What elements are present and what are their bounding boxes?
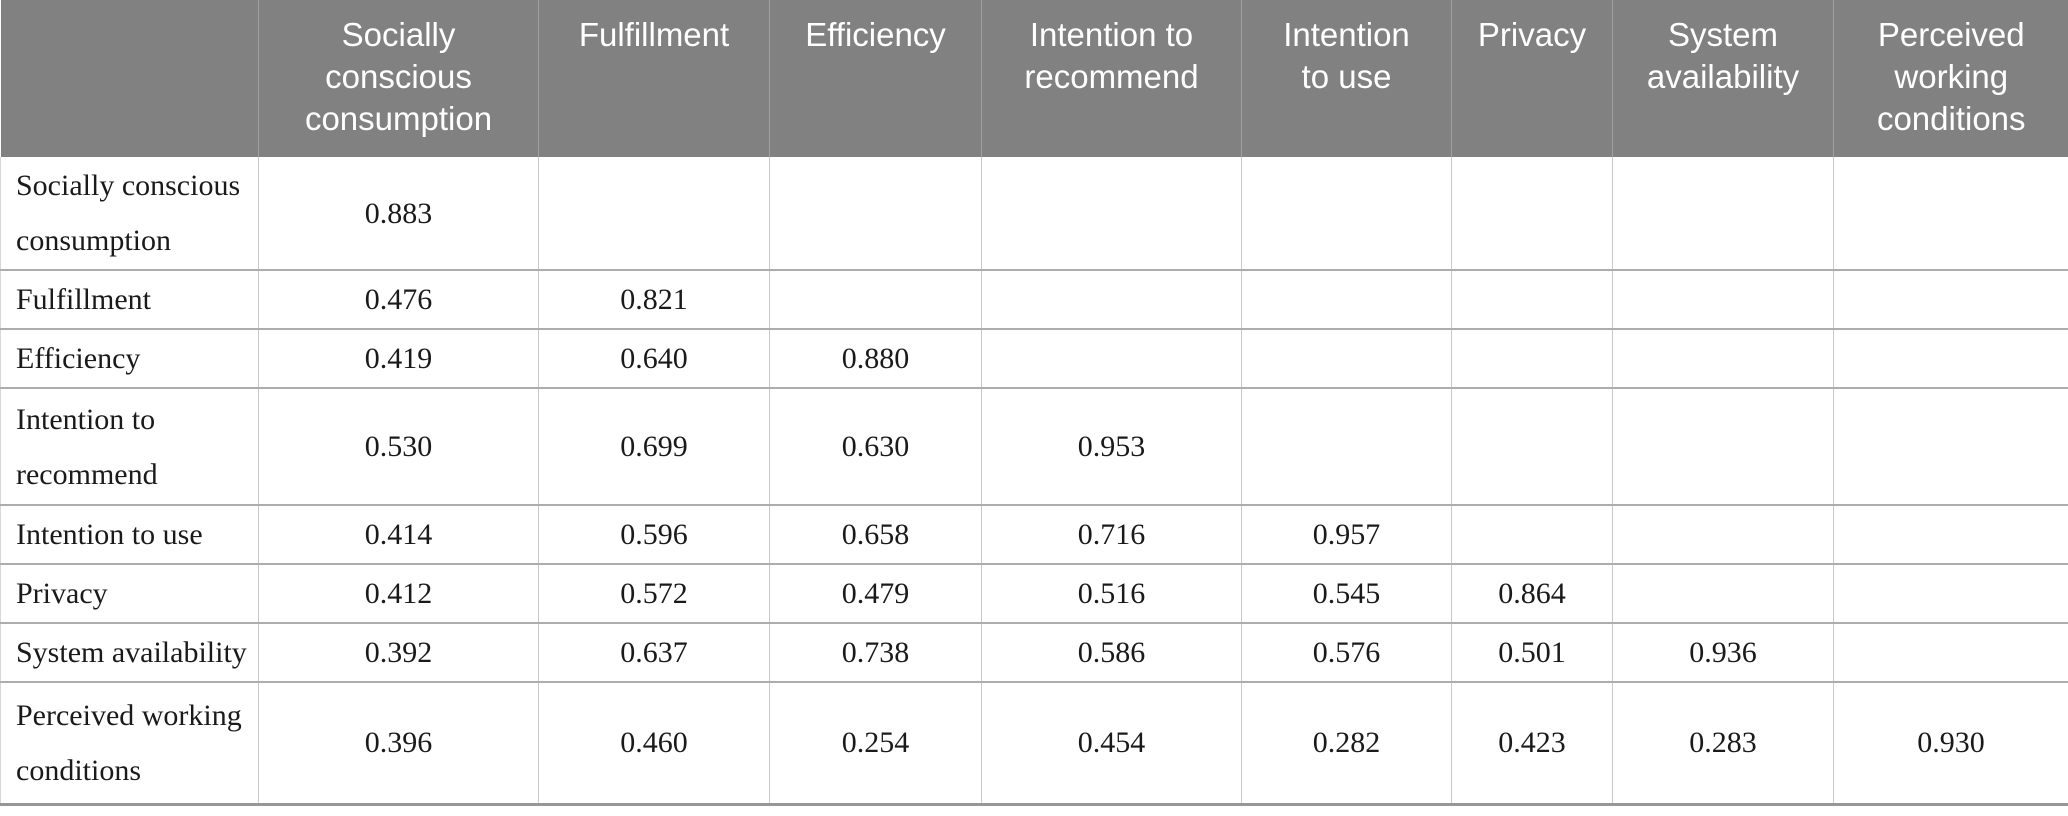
row-label: Efficiency	[0, 328, 259, 388]
row-label: Intention to use	[0, 504, 259, 564]
value-cell: 0.423	[1451, 681, 1613, 806]
row-label: Intention to recommend	[0, 387, 259, 505]
value-cell: 0.479	[769, 563, 982, 623]
value-cell	[1833, 563, 2068, 623]
value-cell	[538, 157, 770, 270]
table-row-privacy: Privacy 0.412 0.572 0.479 0.516 0.545 0.…	[0, 563, 2068, 623]
column-header-fulfillment: Fulfillment	[538, 0, 770, 157]
value-cell	[1451, 504, 1613, 564]
column-header-privacy: Privacy	[1451, 0, 1613, 157]
value-cell: 0.821	[538, 269, 770, 329]
value-cell: 0.254	[769, 681, 982, 806]
column-header-intention-to-recommend: Intention to recommend	[981, 0, 1242, 157]
value-cell: 0.637	[538, 622, 770, 682]
value-cell	[1451, 387, 1613, 505]
value-cell: 0.630	[769, 387, 982, 505]
value-cell	[1241, 157, 1452, 270]
value-cell: 0.396	[258, 681, 539, 806]
value-cell: 0.586	[981, 622, 1242, 682]
value-cell	[1612, 504, 1834, 564]
value-cell	[1451, 157, 1613, 270]
value-cell: 0.596	[538, 504, 770, 564]
value-cell	[769, 269, 982, 329]
value-cell: 0.282	[1241, 681, 1452, 806]
row-label: System availability	[0, 622, 259, 682]
header-row: Socially conscious consumption Fulfillme…	[0, 0, 2068, 157]
column-header-perceived-working-conditions: Perceived working conditions	[1833, 0, 2068, 157]
value-cell: 0.864	[1451, 563, 1613, 623]
table-row-efficiency: Efficiency 0.419 0.640 0.880	[0, 328, 2068, 388]
value-cell: 0.545	[1241, 563, 1452, 623]
value-cell	[981, 269, 1242, 329]
value-cell	[1451, 328, 1613, 388]
table-row-socially-conscious-consumption: Socially conscious consumption 0.883	[0, 157, 2068, 270]
value-cell	[1241, 387, 1452, 505]
column-header-efficiency: Efficiency	[769, 0, 982, 157]
value-cell: 0.392	[258, 622, 539, 682]
value-cell	[1833, 328, 2068, 388]
value-cell	[1612, 328, 1834, 388]
value-cell: 0.572	[538, 563, 770, 623]
table-row-system-availability: System availability 0.392 0.637 0.738 0.…	[0, 622, 2068, 682]
value-cell: 0.419	[258, 328, 539, 388]
value-cell	[1451, 269, 1613, 329]
value-cell	[981, 328, 1242, 388]
value-cell: 0.516	[981, 563, 1242, 623]
value-cell	[1612, 387, 1834, 505]
row-label: Fulfillment	[0, 269, 259, 329]
row-label: Privacy	[0, 563, 259, 623]
value-cell: 0.936	[1612, 622, 1834, 682]
value-cell: 0.658	[769, 504, 982, 564]
value-cell: 0.501	[1451, 622, 1613, 682]
value-cell: 0.880	[769, 328, 982, 388]
value-cell	[1833, 387, 2068, 505]
table-row-intention-to-use: Intention to use 0.414 0.596 0.658 0.716…	[0, 504, 2068, 564]
value-cell: 0.454	[981, 681, 1242, 806]
value-cell: 0.460	[538, 681, 770, 806]
value-cell	[981, 157, 1242, 270]
value-cell	[1612, 563, 1834, 623]
value-cell	[1833, 504, 2068, 564]
value-cell: 0.957	[1241, 504, 1452, 564]
table-row-fulfillment: Fulfillment 0.476 0.821	[0, 269, 2068, 329]
value-cell	[1833, 622, 2068, 682]
value-cell	[1833, 157, 2068, 270]
value-cell: 0.412	[258, 563, 539, 623]
column-header-system-availability: System availability	[1612, 0, 1834, 157]
table-row-intention-to-recommend: Intention to recommend 0.530 0.699 0.630…	[0, 387, 2068, 505]
value-cell: 0.738	[769, 622, 982, 682]
corner-cell	[0, 0, 259, 157]
value-cell	[1241, 269, 1452, 329]
value-cell: 0.476	[258, 269, 539, 329]
value-cell: 0.930	[1833, 681, 2068, 806]
value-cell: 0.699	[538, 387, 770, 505]
value-cell: 0.883	[258, 157, 539, 270]
value-cell: 0.530	[258, 387, 539, 505]
row-label: Socially conscious consumption	[0, 157, 259, 270]
row-label: Perceived working conditions	[0, 681, 259, 806]
value-cell: 0.716	[981, 504, 1242, 564]
value-cell	[1612, 157, 1834, 270]
value-cell	[1833, 269, 2068, 329]
value-cell	[1241, 328, 1452, 388]
value-cell: 0.283	[1612, 681, 1834, 806]
value-cell: 0.576	[1241, 622, 1452, 682]
value-cell	[769, 157, 982, 270]
column-header-intention-to-use: Intention to use	[1241, 0, 1452, 157]
table-row-perceived-working-conditions: Perceived working conditions 0.396 0.460…	[0, 681, 2068, 806]
value-cell: 0.953	[981, 387, 1242, 505]
value-cell	[1612, 269, 1834, 329]
value-cell: 0.414	[258, 504, 539, 564]
value-cell: 0.640	[538, 328, 770, 388]
column-header-socially-conscious-consumption: Socially conscious consumption	[258, 0, 539, 157]
